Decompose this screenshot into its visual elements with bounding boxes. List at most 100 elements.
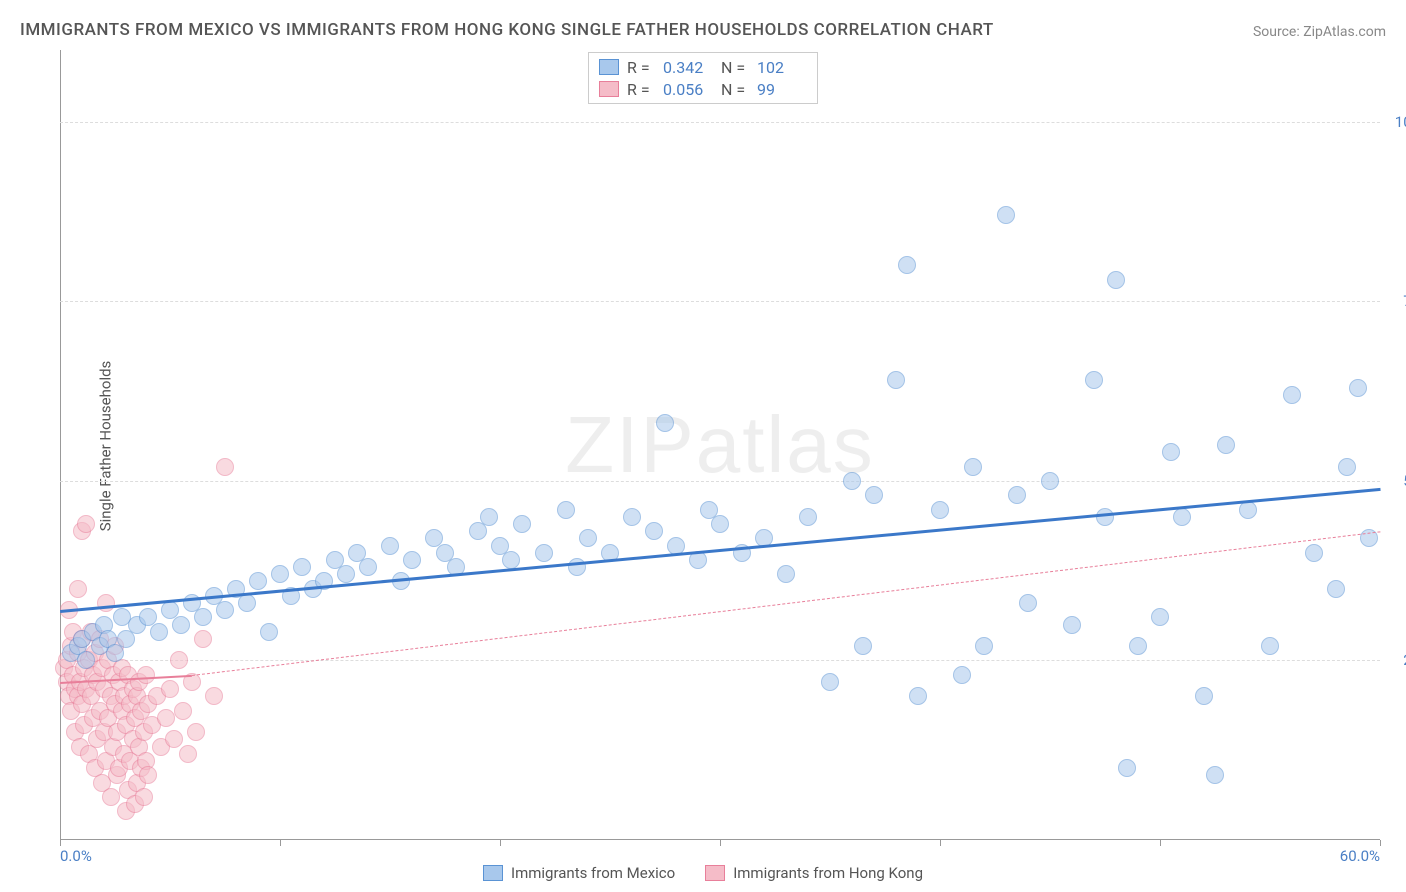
legend-swatch [483, 865, 503, 881]
data-point [1129, 637, 1147, 655]
data-point [216, 601, 234, 619]
legend-label: Immigrants from Hong Kong [733, 864, 923, 882]
data-point [997, 206, 1015, 224]
data-point [249, 572, 267, 590]
data-point [898, 256, 916, 274]
data-point [821, 673, 839, 691]
data-point [964, 458, 982, 476]
data-point [865, 486, 883, 504]
x-tick-mark [940, 840, 941, 846]
data-point [179, 745, 197, 763]
legend-n-value: 99 [757, 80, 807, 99]
data-point [135, 788, 153, 806]
data-point [69, 580, 87, 598]
data-point [102, 788, 120, 806]
data-point [480, 508, 498, 526]
data-point [381, 537, 399, 555]
data-point [1107, 271, 1125, 289]
data-point [194, 630, 212, 648]
data-point [1217, 436, 1235, 454]
data-point [777, 565, 795, 583]
data-point [359, 558, 377, 576]
data-point [161, 680, 179, 698]
grid-line-h [60, 481, 1380, 482]
data-point [205, 687, 223, 705]
data-point [1019, 594, 1037, 612]
data-point [139, 766, 157, 784]
data-point [1195, 687, 1213, 705]
data-point [1173, 508, 1191, 526]
data-point [887, 371, 905, 389]
x-tick-mark [1380, 840, 1381, 846]
data-point [799, 508, 817, 526]
data-point [1063, 616, 1081, 634]
data-point [293, 558, 311, 576]
legend-swatch [599, 81, 619, 97]
data-point [931, 501, 949, 519]
chart-title: IMMIGRANTS FROM MEXICO VS IMMIGRANTS FRO… [20, 20, 994, 40]
y-axis [60, 50, 61, 840]
trend-line [192, 531, 1380, 676]
grid-line-h [60, 301, 1380, 302]
data-point [150, 623, 168, 641]
legend-r-label: R = [627, 58, 655, 77]
legend-r-value: 0.056 [663, 80, 713, 99]
grid-line-h [60, 122, 1380, 123]
data-point [165, 730, 183, 748]
data-point [854, 637, 872, 655]
data-point [1085, 371, 1103, 389]
data-point [187, 723, 205, 741]
grid-line-h [60, 660, 1380, 661]
legend-item: Immigrants from Hong Kong [705, 864, 923, 882]
legend-row: R = 0.056 N = 99 [599, 78, 807, 100]
data-point [623, 508, 641, 526]
data-point [271, 565, 289, 583]
legend-n-value: 102 [757, 58, 807, 77]
legend-swatch [705, 865, 725, 881]
legend-n-label: N = [721, 80, 749, 99]
data-point [1338, 458, 1356, 476]
x-tick-mark [720, 840, 721, 846]
data-point [1151, 608, 1169, 626]
legend-label: Immigrants from Mexico [511, 864, 675, 882]
data-point [513, 515, 531, 533]
x-tick-label: 0.0% [60, 847, 92, 865]
data-point [557, 501, 575, 519]
data-point [843, 472, 861, 490]
data-point [260, 623, 278, 641]
data-point [1261, 637, 1279, 655]
watermark: ZIPatlas [565, 399, 874, 491]
data-point [579, 529, 597, 547]
data-point [77, 651, 95, 669]
data-point [216, 458, 234, 476]
data-point [656, 414, 674, 432]
legend-row: R =0.342N =102 [599, 56, 807, 78]
legend-item: Immigrants from Mexico [483, 864, 675, 882]
data-point [170, 651, 188, 669]
data-point [77, 515, 95, 533]
data-point [137, 666, 155, 684]
data-point [194, 608, 212, 626]
x-tick-mark [500, 840, 501, 846]
plot-area: ZIPatlas 2.5%5.0%7.5%10.0%0.0%60.0% [60, 50, 1380, 840]
data-point [909, 687, 927, 705]
data-point [1206, 766, 1224, 784]
data-point [1283, 386, 1301, 404]
data-point [1305, 544, 1323, 562]
data-point [1162, 443, 1180, 461]
data-point [337, 565, 355, 583]
legend-swatch [599, 59, 619, 75]
data-point [1349, 379, 1367, 397]
data-point [1008, 486, 1026, 504]
data-point [1118, 759, 1136, 777]
data-point [1327, 580, 1345, 598]
legend-n-label: N = [721, 58, 749, 77]
data-point [975, 637, 993, 655]
data-point [172, 616, 190, 634]
data-point [535, 544, 553, 562]
data-point [403, 551, 421, 569]
correlation-legend: R =0.342N =102R =0.056N = 99 [588, 52, 818, 104]
legend-r-label: R = [627, 80, 655, 99]
y-tick-label: 10.0% [1395, 113, 1406, 131]
x-tick-mark [280, 840, 281, 846]
